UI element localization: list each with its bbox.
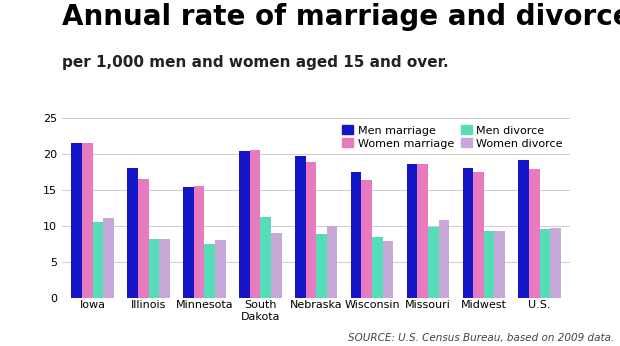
Bar xyxy=(327,226,337,298)
Bar xyxy=(428,227,438,298)
Bar xyxy=(494,231,505,298)
Bar xyxy=(407,164,417,298)
Bar xyxy=(93,222,104,298)
Bar xyxy=(127,168,138,298)
Bar xyxy=(372,237,383,298)
Bar xyxy=(351,172,361,298)
Bar xyxy=(271,233,281,298)
Bar xyxy=(438,220,449,298)
Bar xyxy=(539,229,551,298)
Bar xyxy=(463,168,473,298)
Text: SOURCE: U.S. Census Bureau, based on 2009 data.: SOURCE: U.S. Census Bureau, based on 200… xyxy=(348,333,614,343)
Bar xyxy=(138,179,149,298)
Bar xyxy=(484,231,494,298)
Bar xyxy=(473,172,484,298)
Bar xyxy=(306,162,316,298)
Bar xyxy=(551,228,561,298)
Bar xyxy=(518,160,529,298)
Bar xyxy=(260,217,271,298)
Text: per 1,000 men and women aged 15 and over.: per 1,000 men and women aged 15 and over… xyxy=(62,55,449,70)
Bar xyxy=(149,238,159,298)
Bar xyxy=(529,169,539,298)
Bar xyxy=(159,238,170,298)
Bar xyxy=(295,156,306,298)
Bar xyxy=(104,218,114,298)
Bar xyxy=(383,242,393,298)
Text: Annual rate of marriage and divorce: Annual rate of marriage and divorce xyxy=(62,3,620,31)
Bar xyxy=(250,150,260,298)
Bar xyxy=(417,164,428,298)
Legend: Men marriage, Women marriage, Men divorce, Women divorce: Men marriage, Women marriage, Men divorc… xyxy=(340,123,565,151)
Bar xyxy=(82,143,93,298)
Bar xyxy=(239,152,250,298)
Bar xyxy=(316,234,327,298)
Bar xyxy=(205,244,215,298)
Bar xyxy=(184,187,194,298)
Bar xyxy=(194,186,205,298)
Bar xyxy=(215,240,226,298)
Bar xyxy=(71,143,82,298)
Bar xyxy=(361,180,372,298)
